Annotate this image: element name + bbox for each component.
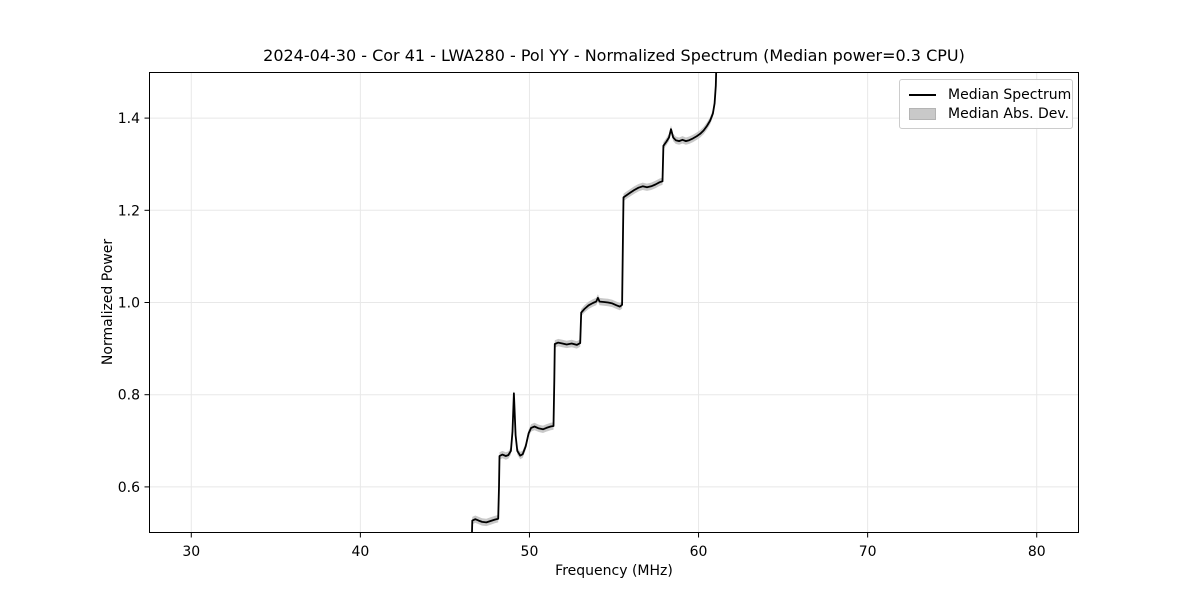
legend-label: Median Spectrum [948, 86, 1072, 103]
axis-ticks: 30 40 50 60 70 80 0.6 0.8 1.0 1.2 1.4 [118, 111, 1046, 560]
legend-row-median-spectrum: Median Spectrum [909, 85, 1072, 104]
x-axis-label: Frequency (MHz) [555, 563, 673, 579]
y-tick-label: 0.8 [118, 388, 140, 404]
legend-line-swatch [909, 93, 936, 96]
axes-frame [149, 72, 1079, 533]
x-tick-label: 60 [690, 544, 708, 560]
y-tick-label: 0.6 [118, 480, 140, 496]
legend-patch-swatch [909, 107, 936, 120]
x-tick-label: 30 [182, 544, 200, 560]
legend: Median Spectrum Median Abs. Dev. [899, 79, 1073, 129]
y-axis-label: Normalized Power [100, 238, 116, 366]
legend-row-median-abs-dev: Median Abs. Dev. [909, 104, 1072, 123]
x-tick-label: 80 [1028, 544, 1046, 560]
y-tick-label: 1.2 [118, 203, 140, 219]
x-tick-label: 40 [351, 544, 369, 560]
y-tick-label: 1.4 [118, 111, 140, 127]
median-spectrum-line [471, 72, 718, 533]
x-tick-label: 70 [859, 544, 877, 560]
y-tick-label: 1.0 [118, 296, 140, 312]
chart-title: 2024-04-30 - Cor 41 - LWA280 - Pol YY - … [263, 46, 965, 65]
x-tick-label: 50 [521, 544, 539, 560]
median-abs-dev-band [471, 72, 717, 533]
legend-label: Median Abs. Dev. [948, 105, 1070, 122]
